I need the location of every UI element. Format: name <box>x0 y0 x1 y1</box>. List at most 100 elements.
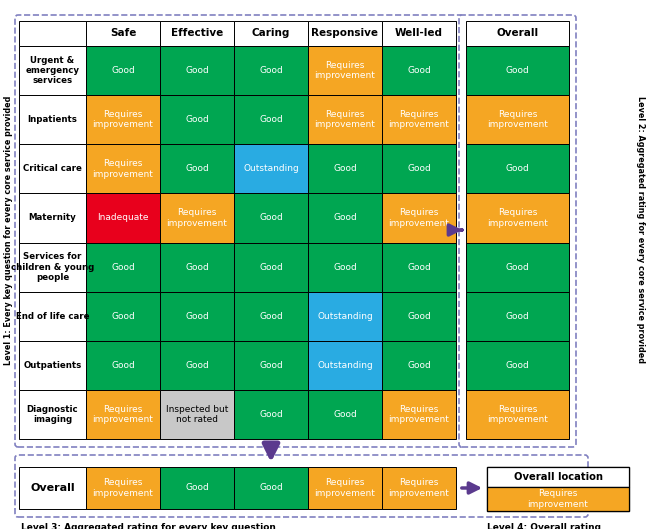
Bar <box>487 467 629 511</box>
Text: Good: Good <box>407 312 431 321</box>
Bar <box>382 21 456 46</box>
Text: Good: Good <box>185 66 209 75</box>
Bar <box>382 144 456 194</box>
Bar <box>86 341 160 390</box>
Bar <box>86 467 160 509</box>
Text: Good: Good <box>259 484 283 492</box>
Bar <box>160 46 234 95</box>
Text: Diagnostic
imaging: Diagnostic imaging <box>27 405 79 424</box>
Bar <box>234 144 308 194</box>
Text: Good: Good <box>185 115 209 124</box>
Text: Good: Good <box>333 410 357 419</box>
Text: Outpatients: Outpatients <box>23 361 82 370</box>
Text: Good: Good <box>259 213 283 222</box>
Text: Services for
children & young
people: Services for children & young people <box>11 252 94 282</box>
Bar <box>19 242 86 291</box>
Text: Inspected but
not rated: Inspected but not rated <box>165 405 228 424</box>
Bar <box>160 242 234 291</box>
Bar <box>86 390 160 439</box>
Text: Requires
improvement: Requires improvement <box>315 61 375 80</box>
Text: Requires
improvement: Requires improvement <box>528 489 589 509</box>
Bar <box>487 487 629 511</box>
Bar <box>160 194 234 242</box>
FancyBboxPatch shape <box>15 455 588 517</box>
Bar <box>466 194 569 242</box>
Text: Inadequate: Inadequate <box>97 213 149 222</box>
Bar <box>466 291 569 341</box>
Bar <box>382 467 456 509</box>
Bar <box>19 390 86 439</box>
Text: Good: Good <box>506 262 530 271</box>
Bar <box>86 21 160 46</box>
Bar <box>382 390 456 439</box>
Bar <box>308 242 382 291</box>
Text: Good: Good <box>185 262 209 271</box>
Bar <box>234 194 308 242</box>
Bar <box>234 467 308 509</box>
Text: Outstanding: Outstanding <box>317 361 373 370</box>
Bar <box>308 46 382 95</box>
Text: Caring: Caring <box>252 29 290 39</box>
Bar <box>19 194 86 242</box>
Text: Good: Good <box>506 66 530 75</box>
Text: Good: Good <box>185 165 209 174</box>
Text: Good: Good <box>111 312 135 321</box>
Bar <box>308 194 382 242</box>
Text: Good: Good <box>407 66 431 75</box>
Bar <box>86 144 160 194</box>
Text: Good: Good <box>111 66 135 75</box>
Text: Good: Good <box>333 165 357 174</box>
Text: Requires
improvement: Requires improvement <box>167 208 227 227</box>
Bar <box>86 291 160 341</box>
Bar <box>19 144 86 194</box>
Bar <box>160 390 234 439</box>
Text: Good: Good <box>407 262 431 271</box>
Text: Requires
improvement: Requires improvement <box>93 478 153 498</box>
Bar <box>19 291 86 341</box>
Text: Good: Good <box>333 262 357 271</box>
Text: Good: Good <box>259 262 283 271</box>
Bar <box>487 467 629 487</box>
Bar <box>234 291 308 341</box>
Text: Requires
improvement: Requires improvement <box>389 405 450 424</box>
Bar <box>382 341 456 390</box>
Text: Level 3: Aggregated rating for every key question: Level 3: Aggregated rating for every key… <box>21 523 276 529</box>
Text: Requires
improvement: Requires improvement <box>315 478 375 498</box>
Bar <box>466 95 569 144</box>
Bar <box>308 390 382 439</box>
Text: Requires
improvement: Requires improvement <box>315 110 375 130</box>
Bar <box>308 291 382 341</box>
Text: Good: Good <box>259 410 283 419</box>
Text: Level 4: Overall rating
for the location: Level 4: Overall rating for the location <box>487 523 601 529</box>
Text: Good: Good <box>111 262 135 271</box>
Text: Requires
improvement: Requires improvement <box>93 405 153 424</box>
Text: Responsive: Responsive <box>312 29 378 39</box>
Bar <box>234 341 308 390</box>
Bar <box>19 467 86 509</box>
FancyBboxPatch shape <box>15 15 463 447</box>
Bar <box>86 46 160 95</box>
Text: End of life care: End of life care <box>16 312 90 321</box>
Text: Overall: Overall <box>496 29 539 39</box>
Text: Good: Good <box>185 484 209 492</box>
Text: Good: Good <box>259 115 283 124</box>
Text: Requires
improvement: Requires improvement <box>487 405 548 424</box>
Bar <box>466 46 569 95</box>
Text: Outstanding: Outstanding <box>243 165 299 174</box>
Bar <box>466 21 569 46</box>
Bar <box>308 95 382 144</box>
FancyBboxPatch shape <box>459 15 576 447</box>
Bar <box>19 341 86 390</box>
Text: Level 1: Every key question for every core service provided: Level 1: Every key question for every co… <box>5 95 14 364</box>
Bar <box>86 95 160 144</box>
Text: Good: Good <box>506 361 530 370</box>
Bar <box>382 194 456 242</box>
Text: Overall location: Overall location <box>513 472 602 482</box>
Text: Outstanding: Outstanding <box>317 312 373 321</box>
Bar <box>308 21 382 46</box>
Text: Good: Good <box>185 361 209 370</box>
Text: Good: Good <box>111 361 135 370</box>
Text: Requires
improvement: Requires improvement <box>389 110 450 130</box>
Text: Good: Good <box>185 312 209 321</box>
Text: Good: Good <box>259 66 283 75</box>
